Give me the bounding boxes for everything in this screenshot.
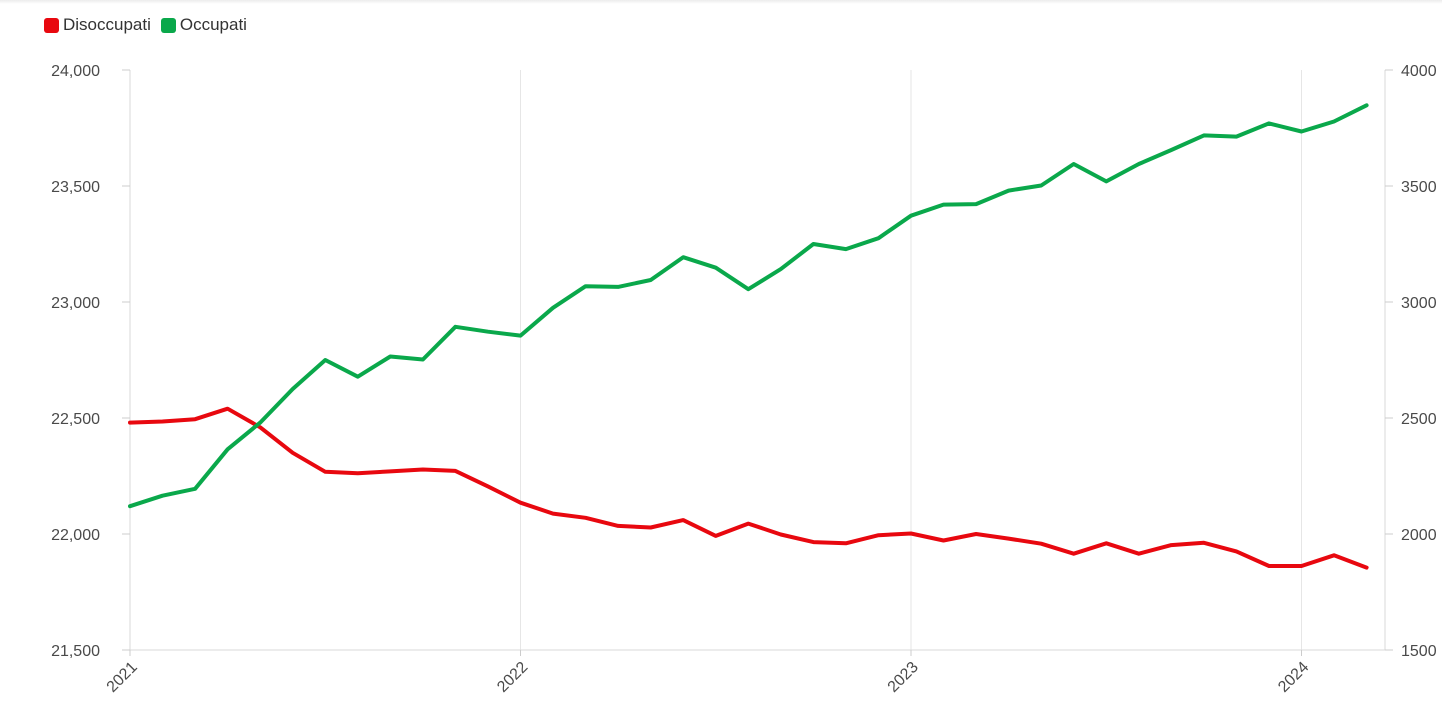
y-right-tick-label: 3500: [1401, 179, 1437, 196]
x-tick-label: 2023: [885, 659, 922, 696]
x-tick-label: 2021: [104, 659, 141, 696]
y-right-tick-label: 1500: [1401, 643, 1437, 660]
legend-label-disoccupati: Disoccupati: [63, 15, 151, 34]
legend-swatch-disoccupati: [44, 17, 59, 33]
series-line-occupati: [128, 103, 1369, 509]
y-left-tick-label: 22,500: [51, 411, 100, 428]
chart-legend: Disoccupati Occupati: [44, 15, 247, 35]
legend-item-occupati[interactable]: Occupati: [160, 15, 247, 35]
x-tick-label: 2024: [1275, 659, 1312, 696]
y-left-tick-label: 24,000: [51, 63, 100, 80]
top-shadow-bar: [0, 0, 1442, 4]
y-right-tick-label: 3000: [1401, 295, 1437, 312]
x-tick-label: 2022: [494, 659, 531, 696]
y-right-tick-label: 2000: [1401, 527, 1437, 544]
legend-swatch-occupati: [160, 17, 176, 33]
y-right-tick-label: 4000: [1401, 63, 1437, 80]
legend-item-disoccupati[interactable]: Disoccupati: [44, 15, 151, 35]
y-left-tick-label: 23,500: [51, 179, 100, 196]
series-line-disoccupati: [128, 406, 1369, 570]
y-right-tick-label: 2500: [1401, 411, 1437, 428]
y-left-tick-label: 23,000: [51, 295, 100, 312]
legend-label-occupati: Occupati: [179, 15, 247, 34]
y-left-tick-label: 22,000: [51, 527, 100, 544]
y-left-tick-label: 21,500: [51, 643, 100, 660]
